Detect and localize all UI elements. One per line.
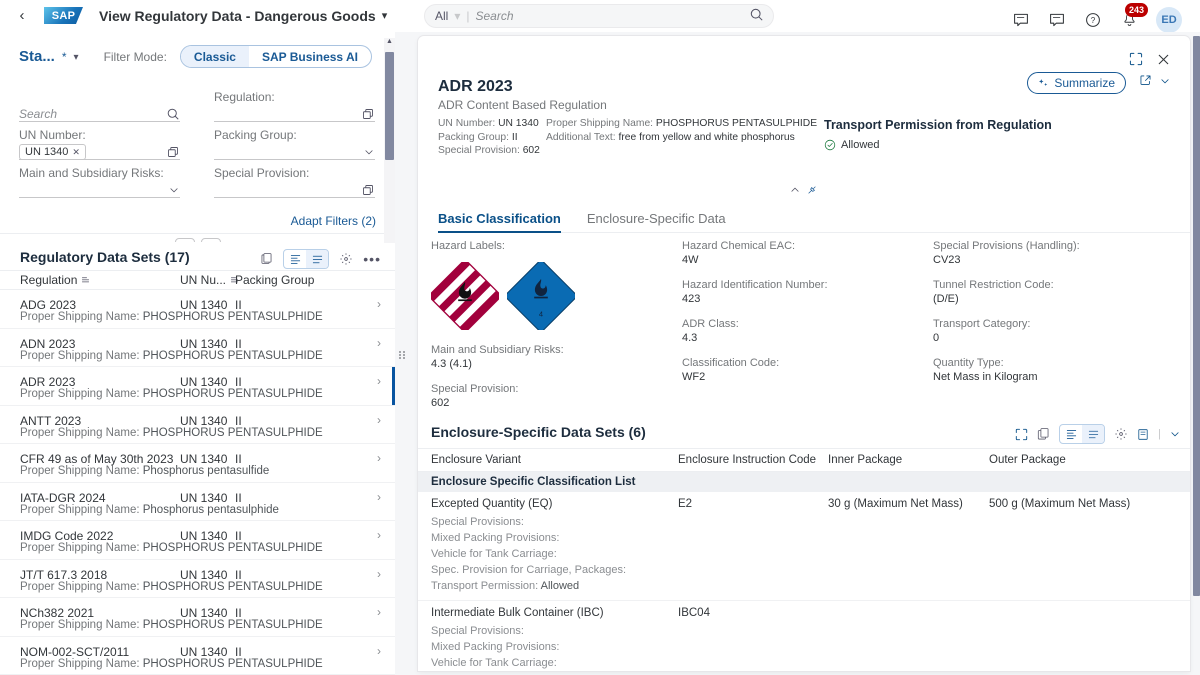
svg-text:4: 4: [539, 309, 543, 318]
svg-text:?: ?: [1091, 16, 1096, 25]
